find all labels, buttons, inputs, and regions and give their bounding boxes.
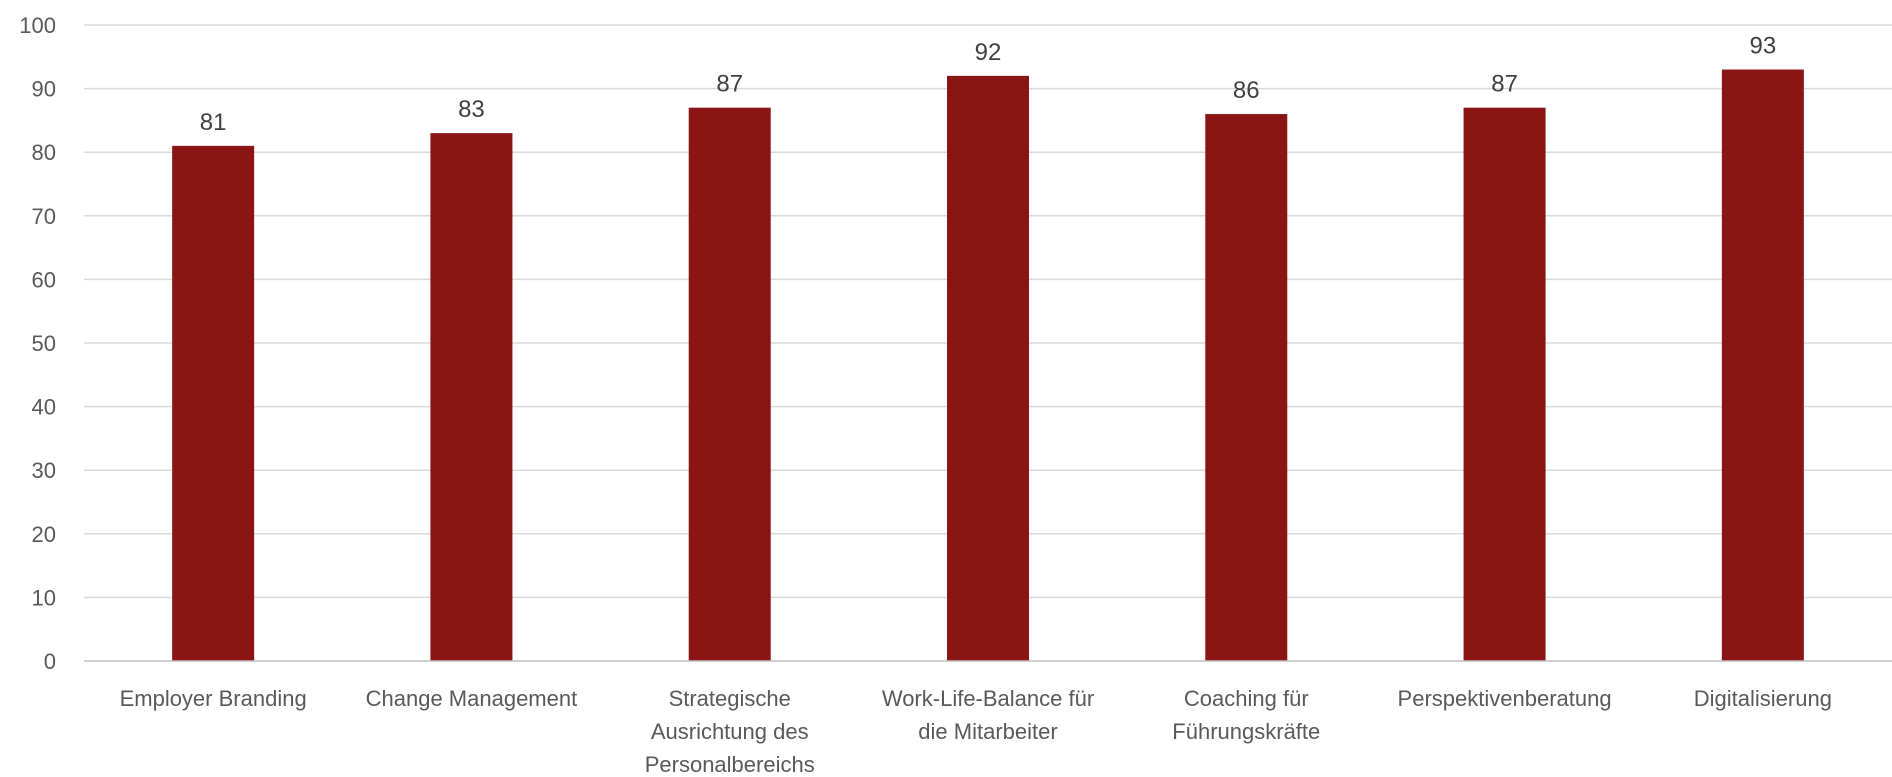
- x-tick-label: Perspektivenberatung: [1398, 686, 1612, 711]
- bar: [1205, 114, 1288, 662]
- x-tick-label-line: Ausrichtung des: [651, 719, 809, 744]
- x-tick-label: Change Management: [366, 686, 578, 711]
- data-label: 83: [458, 96, 485, 123]
- x-tick-label: Work-Life-Balance für die Mitarbeiter: [882, 686, 1094, 744]
- y-tick-label: 40: [32, 395, 56, 420]
- y-tick-label: 90: [32, 77, 56, 102]
- y-tick-label: 70: [32, 204, 56, 229]
- x-tick-label: Digitalisierung: [1694, 686, 1832, 711]
- data-label: 81: [200, 109, 227, 136]
- bar: [172, 145, 255, 662]
- x-tick-label-line: Change Management: [366, 686, 578, 711]
- data-label: 92: [975, 39, 1002, 66]
- y-tick-label: 50: [32, 331, 56, 356]
- x-tick-label-line: Work-Life-Balance für: [882, 686, 1094, 711]
- x-axis-labels: Employer Branding Change Management Strate…: [120, 686, 1832, 777]
- data-label: 87: [1491, 71, 1518, 98]
- x-tick-label: Coaching für Führungskräfte: [1172, 686, 1320, 744]
- y-tick-label: 10: [32, 585, 56, 610]
- y-tick-label: 20: [32, 522, 56, 547]
- data-label: 86: [1233, 77, 1260, 104]
- y-tick-label: 80: [32, 140, 56, 165]
- y-tick-label: 0: [44, 649, 56, 674]
- bar: [1463, 107, 1546, 662]
- bar: [1721, 69, 1804, 661]
- x-tick-label: Employer Branding: [120, 686, 307, 711]
- x-tick-label-line: Digitalisierung: [1694, 686, 1832, 711]
- bar: [430, 133, 513, 661]
- x-tick-label-line: Employer Branding: [120, 686, 307, 711]
- data-label: 93: [1750, 33, 1777, 60]
- x-tick-label-line: Coaching für: [1184, 686, 1309, 711]
- data-labels: 81 83 87 92 86 87 93: [200, 33, 1776, 136]
- data-label: 87: [716, 71, 743, 98]
- x-tick-label-line: Perspektivenberatung: [1398, 686, 1612, 711]
- y-tick-label: 100: [19, 13, 56, 38]
- x-tick-label-line: die Mitarbeiter: [918, 719, 1057, 744]
- x-tick-label-line: Strategische: [669, 686, 791, 711]
- y-tick-label: 60: [32, 267, 56, 292]
- x-tick-label: Strategische Ausrichtung des Personalberei…: [645, 686, 815, 777]
- x-tick-label-line: Führungskräfte: [1172, 719, 1320, 744]
- bar: [947, 75, 1029, 661]
- y-tick-label: 30: [32, 458, 56, 483]
- x-tick-label-line: Personalbereichs: [645, 752, 815, 777]
- y-axis-ticks: 0 10 20 30 40 50 60 70 80 90 100: [19, 13, 56, 674]
- bar: [688, 107, 771, 662]
- bars: [172, 69, 1804, 662]
